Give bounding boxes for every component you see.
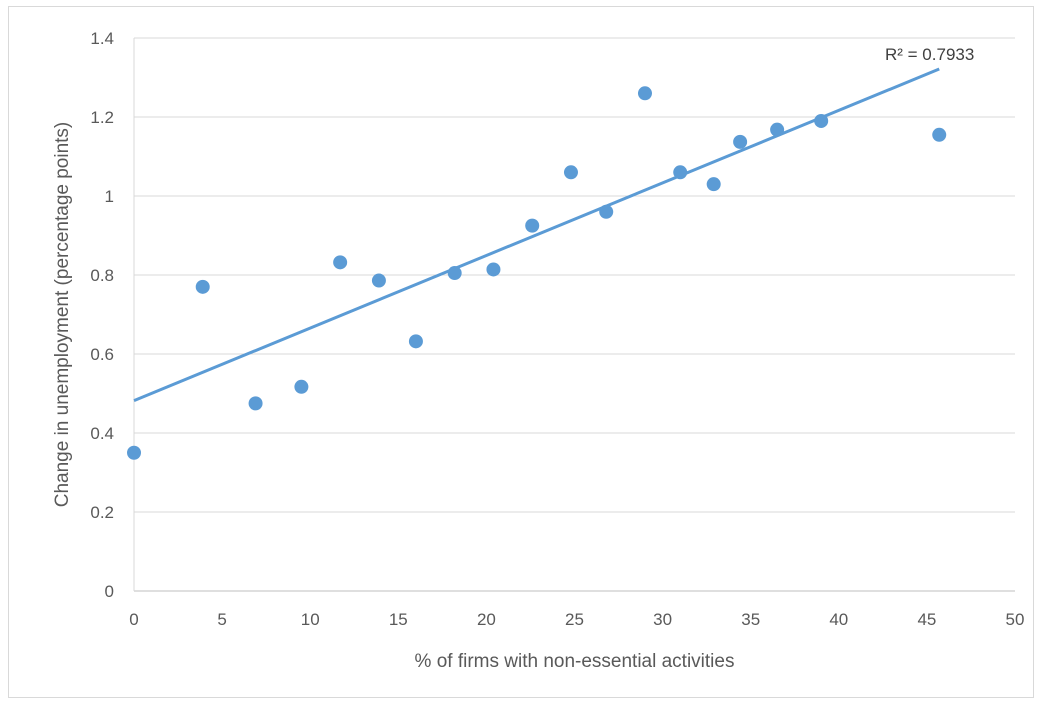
y-tick-label: 1.4 xyxy=(90,29,114,48)
x-tick-label: 30 xyxy=(653,610,672,629)
data-point xyxy=(673,165,688,180)
x-tick-label: 0 xyxy=(129,610,138,629)
x-tick-label: 15 xyxy=(389,610,408,629)
y-tick-label: 0.4 xyxy=(90,424,114,443)
data-point xyxy=(248,396,263,411)
data-point xyxy=(127,445,141,460)
data-point xyxy=(637,86,652,101)
data-point xyxy=(408,334,423,349)
axes xyxy=(133,38,1015,592)
y-tick-label: 1.2 xyxy=(90,108,114,127)
y-tick-label: 0.2 xyxy=(90,503,114,522)
x-tick-label: 20 xyxy=(477,610,496,629)
x-tick-label: 10 xyxy=(301,610,320,629)
data-point xyxy=(932,127,947,142)
chart-area xyxy=(8,6,1034,698)
data-point xyxy=(195,279,210,294)
data-point xyxy=(706,177,721,192)
data-point xyxy=(525,218,540,233)
x-axis-title: % of firms with non-essential activities xyxy=(415,651,735,672)
gridlines xyxy=(134,37,1015,513)
y-axis-title: Change in unemployment (percentage point… xyxy=(52,122,73,508)
y-tick-label: 0.8 xyxy=(90,266,114,285)
data-point xyxy=(333,255,348,270)
trendline xyxy=(133,67,940,402)
y-tick-label: 0 xyxy=(105,582,114,601)
r-squared-label: R² = 0.7933 xyxy=(885,45,974,64)
data-point xyxy=(733,134,748,149)
x-tick-labels: 0 5 10 15 20 25 30 35 40 45 50 xyxy=(129,610,1024,629)
data-point xyxy=(447,266,462,281)
data-point xyxy=(563,165,578,180)
y-tick-label: 0.6 xyxy=(90,345,114,364)
data-point xyxy=(371,273,386,288)
y-tick-labels: 0 0.2 0.4 0.6 0.8 1 1.2 1.4 xyxy=(90,29,114,601)
x-tick-label: 40 xyxy=(829,610,848,629)
data-point xyxy=(599,204,614,219)
x-tick-label: 35 xyxy=(741,610,760,629)
data-points xyxy=(127,86,947,460)
x-tick-label: 45 xyxy=(917,610,936,629)
y-tick-label: 1 xyxy=(105,187,114,206)
data-point xyxy=(486,262,501,277)
data-point xyxy=(770,122,785,137)
x-tick-label: 50 xyxy=(1006,610,1025,629)
data-point xyxy=(814,113,829,128)
data-point xyxy=(294,379,309,394)
x-tick-label: 5 xyxy=(217,610,226,629)
x-tick-label: 25 xyxy=(565,610,584,629)
